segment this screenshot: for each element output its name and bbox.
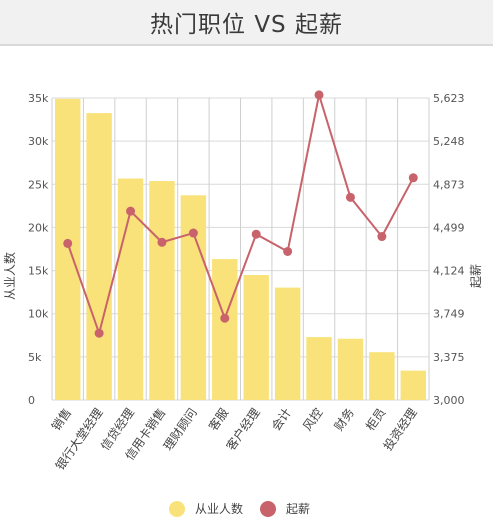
category-label: 风控 xyxy=(300,406,325,434)
right-tick-label: 3,749 xyxy=(433,308,465,321)
category-label: 销售 xyxy=(48,405,74,433)
line-series xyxy=(66,94,415,337)
left-tick-label: 15k xyxy=(28,265,49,278)
legend-label-line: 起薪 xyxy=(286,502,310,516)
right-tick-label: 4,124 xyxy=(433,265,465,278)
left-tick-label: 10k xyxy=(28,308,49,321)
line-point xyxy=(283,246,293,256)
bar xyxy=(274,287,301,400)
right-tick-label: 5,623 xyxy=(433,92,465,105)
right-tick-label: 5,248 xyxy=(433,135,465,148)
line-group xyxy=(63,90,418,338)
line-point xyxy=(314,90,324,100)
line-point xyxy=(126,206,136,216)
right-tick-label: 4,499 xyxy=(433,221,465,234)
line-point xyxy=(345,192,355,202)
line-point xyxy=(408,173,418,183)
bar xyxy=(180,195,207,400)
legend-swatch-line xyxy=(260,501,276,517)
line-point xyxy=(251,229,261,239)
line-point xyxy=(188,228,198,238)
category-label: 会计 xyxy=(269,406,294,434)
category-label: 财务 xyxy=(331,405,357,433)
bar xyxy=(212,259,238,400)
line-point xyxy=(377,232,387,242)
left-tick-label: 20k xyxy=(28,221,49,234)
bar xyxy=(369,352,395,400)
left-tick-label: 35k xyxy=(28,92,49,105)
chart-svg: 0 5k 10k 15k 20k 25k 30k 35k 3,000 3,375 3,749 4,1… xyxy=(2,90,483,517)
bars-group xyxy=(55,98,426,400)
line-point xyxy=(63,238,73,248)
right-axis-ticks: 3,000 3,375 3,749 4,124 4,499 4,873 5,248 5,623 xyxy=(433,92,465,407)
legend-label-bar: 从业人数 xyxy=(195,501,243,516)
right-tick-label: 3,375 xyxy=(433,351,465,364)
left-tick-label: 0 xyxy=(28,394,35,407)
left-tick-label: 25k xyxy=(28,178,49,191)
category-label: 客服 xyxy=(205,405,231,433)
line-point xyxy=(94,328,104,338)
bar xyxy=(149,181,175,400)
line-point xyxy=(220,313,230,323)
bar xyxy=(86,113,112,400)
y-axis-left-label: 从业人数 xyxy=(2,252,17,300)
bar xyxy=(337,338,364,400)
bar xyxy=(400,370,426,400)
title-bar: 热门职位 VS 起薪 xyxy=(0,0,493,46)
chart-title: 热门职位 VS 起薪 xyxy=(150,12,343,38)
bar xyxy=(55,98,81,400)
bar xyxy=(306,337,332,400)
legend-swatch-bar xyxy=(169,501,185,517)
y-axis-right-label: 起薪 xyxy=(469,264,483,288)
legend: 从业人数 起薪 xyxy=(169,501,310,517)
bar xyxy=(243,275,269,400)
category-label: 柜员 xyxy=(363,406,388,434)
left-tick-label: 5k xyxy=(28,351,42,364)
right-tick-label: 4,873 xyxy=(433,178,465,191)
left-tick-label: 30k xyxy=(28,135,49,148)
right-tick-label: 3,000 xyxy=(433,394,465,407)
line-point xyxy=(157,237,167,247)
left-axis-ticks: 0 5k 10k 15k 20k 25k 30k 35k xyxy=(28,92,49,407)
grid xyxy=(51,97,430,401)
